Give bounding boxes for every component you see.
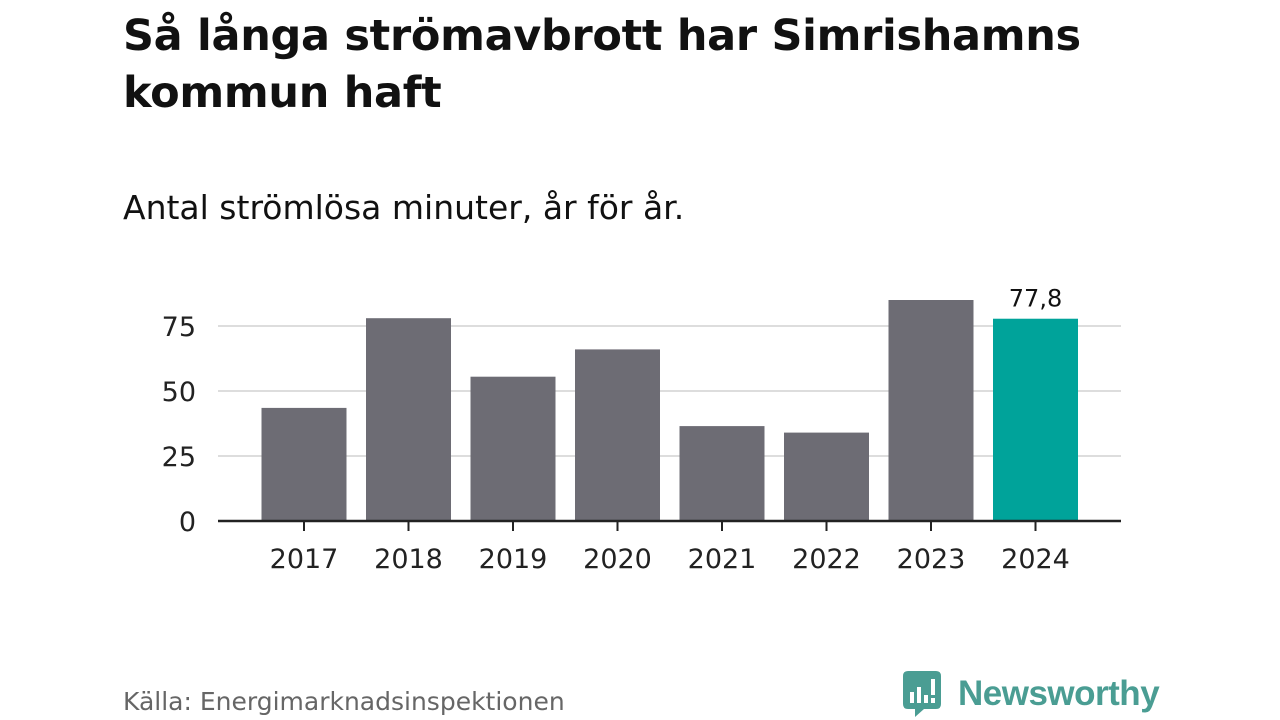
bar-2022[interactable] xyxy=(784,432,869,521)
x-tick-label-2024: 2024 xyxy=(1001,544,1070,575)
x-tick-label-2023: 2023 xyxy=(897,544,966,575)
brand-name: Newsworthy xyxy=(958,674,1160,713)
x-tick-label-2020: 2020 xyxy=(583,544,652,575)
bar-2017[interactable] xyxy=(261,407,347,521)
gridlines xyxy=(218,325,1121,457)
bar-2019[interactable] xyxy=(470,376,556,521)
newsworthy-logo-icon xyxy=(903,671,941,717)
x-tick-label-2019: 2019 xyxy=(479,544,548,575)
brand-logo[interactable]: Newsworthy xyxy=(902,670,1160,718)
chart-subtitle: Antal strömlösa minuter, år för år. xyxy=(123,188,685,227)
source-note: Källa: Energimarknadsinspektionen xyxy=(123,687,565,716)
y-tick-label-25: 25 xyxy=(162,442,196,473)
x-tick-label-2018: 2018 xyxy=(374,544,443,575)
bar-2018[interactable] xyxy=(366,318,451,521)
y-tick-label-0: 0 xyxy=(179,507,196,538)
bar-2024[interactable] xyxy=(993,318,1078,521)
bar-2021[interactable] xyxy=(679,426,765,521)
chart-title: Så långa strömavbrott har Simrishamns ko… xyxy=(123,11,1081,118)
x-tick-label-2017: 2017 xyxy=(270,544,339,575)
bar-2023[interactable] xyxy=(888,300,974,521)
labels: 0 25 50 75 2017 2018 2019 2020 2021 2022 2023 2024 7… xyxy=(162,285,1070,575)
bar-2020[interactable] xyxy=(575,349,660,521)
bars xyxy=(261,300,1078,521)
axes xyxy=(218,519,1121,531)
data-label-2024: 77,8 xyxy=(1009,285,1062,313)
y-tick-label-75: 75 xyxy=(162,312,196,343)
y-tick-label-50: 50 xyxy=(162,377,196,408)
x-tick-label-2021: 2021 xyxy=(688,544,757,575)
x-tick-label-2022: 2022 xyxy=(792,544,861,575)
